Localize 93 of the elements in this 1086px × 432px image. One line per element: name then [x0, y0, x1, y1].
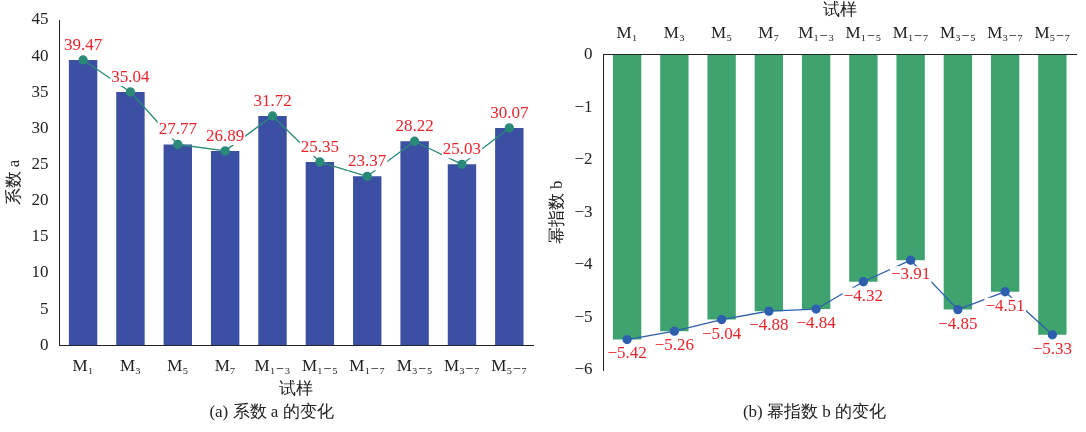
bar	[163, 144, 193, 346]
point	[764, 306, 774, 316]
y-tick-label: 0	[39, 334, 49, 354]
y-axis-title: 幂指数 b	[546, 180, 566, 245]
point	[409, 136, 420, 146]
point	[173, 139, 183, 150]
x-tick-label: M₅₋₇	[1034, 23, 1071, 43]
data-label: −4.88	[749, 315, 789, 335]
data-label: 25.03	[442, 139, 482, 159]
data-label: 28.22	[395, 116, 434, 136]
data-label: −4.32	[843, 285, 884, 305]
data-label: 35.04	[111, 66, 151, 86]
x-tick-label: M₁₋₅	[301, 355, 338, 375]
y-tick-label: 45	[31, 9, 49, 29]
x-tick-label: M₃₋₇	[443, 355, 480, 375]
point	[669, 326, 680, 336]
data-label: 30.07	[490, 102, 529, 122]
y-tick-label: −2	[574, 149, 593, 169]
point	[716, 314, 727, 325]
y-tick-label: −5	[574, 306, 593, 326]
text: (b) 幂指数 b 的变化	[741, 401, 888, 423]
data-label: 27.77	[158, 119, 198, 139]
x-tick-label: M₁	[616, 23, 638, 43]
y-tick-label: 10	[31, 262, 49, 282]
y-tick-label: 35	[31, 81, 49, 101]
point	[457, 159, 467, 169]
bar	[210, 150, 240, 346]
bar	[495, 127, 524, 346]
y-tick-label: 0	[583, 44, 593, 64]
x-tick-label: M₃	[119, 355, 142, 375]
x-axis-title: 试样	[279, 379, 314, 399]
y-tick-label: −4	[574, 254, 593, 274]
x-tick-label: M₅₋₇	[491, 355, 528, 375]
x-tick-label: M₁₋₃	[254, 355, 291, 375]
point	[1000, 287, 1010, 297]
bar	[116, 91, 145, 346]
point	[905, 255, 916, 265]
x-tick-label: M₁	[72, 355, 94, 375]
data-label: −4.51	[985, 295, 1025, 315]
bar	[447, 164, 477, 346]
y-tick-label: −1	[574, 96, 593, 116]
y-tick-label: 25	[31, 154, 49, 173]
bar	[258, 115, 287, 346]
y-tick-label: 15	[31, 226, 49, 246]
point	[315, 157, 325, 167]
data-label: 23.37	[348, 151, 387, 171]
point	[220, 146, 230, 156]
data-label: 31.72	[253, 90, 292, 110]
y-tick-label: −3	[574, 201, 593, 221]
x-tick-label: M₃₋₅	[396, 355, 433, 375]
bar	[400, 141, 429, 346]
y-tick-label: −6	[574, 359, 593, 379]
y-tick-label: 5	[39, 298, 49, 318]
bar	[68, 59, 98, 346]
x-tick-label: M₁₋₇	[349, 355, 386, 375]
point	[622, 334, 632, 345]
x-tick-label: M₃₋₇	[987, 23, 1024, 43]
x-tick-label: M₁₋₇	[892, 23, 929, 43]
point	[1047, 330, 1058, 340]
point	[125, 87, 136, 97]
bar	[305, 162, 335, 346]
data-label: −3.91	[890, 264, 931, 284]
data-label: −5.26	[654, 335, 695, 355]
point	[858, 277, 869, 287]
point	[362, 171, 372, 181]
data-label: 39.47	[63, 34, 103, 54]
data-label: −5.33	[1032, 338, 1073, 358]
x-tick-label: M₇	[758, 23, 780, 43]
x-tick-label: M₃₋₅	[939, 23, 976, 43]
y-tick-label: 40	[31, 45, 49, 65]
x-tick-label: M₁₋₅	[845, 23, 882, 43]
data-label: −4.85	[938, 313, 978, 333]
x-tick-label: M₇	[214, 355, 236, 375]
data-label: −5.04	[701, 323, 742, 343]
point	[504, 123, 514, 133]
point	[953, 304, 963, 315]
y-tick-label: 30	[31, 117, 49, 137]
x-tick-label: M₅	[167, 355, 189, 375]
x-tick-label: M₃	[663, 23, 685, 43]
x-axis-title: 试样	[822, 0, 857, 19]
x-tick-label: M₅	[711, 23, 733, 43]
point	[811, 304, 821, 314]
data-label: −5.42	[607, 343, 647, 363]
bar	[353, 176, 382, 346]
data-label: −4.84	[796, 313, 837, 333]
data-label: 26.89	[206, 125, 245, 145]
point	[78, 55, 88, 65]
point	[267, 111, 278, 121]
data-label: 25.35	[300, 136, 340, 156]
y-tick-label: 20	[31, 190, 49, 210]
x-tick-label: M₁₋₃	[798, 23, 835, 43]
text: (a) 系数 a 的变化	[208, 401, 335, 423]
y-axis-title: 系数 a	[3, 159, 23, 206]
